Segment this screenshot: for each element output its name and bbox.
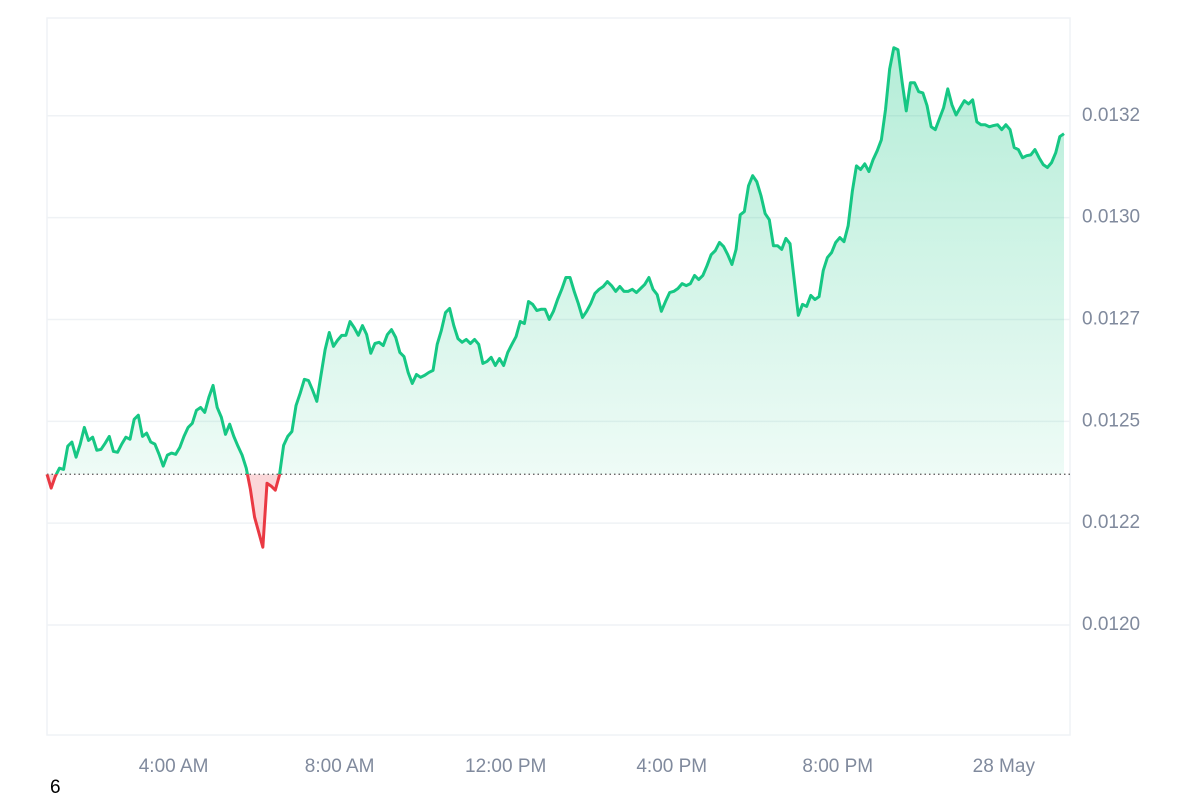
plot-frame [46, 17, 1071, 736]
x-tick-label: 12:00 PM [465, 756, 546, 777]
price-line [46, 46, 1065, 475]
x-tick-label: 8:00 AM [305, 756, 375, 777]
y-tick-label: 0.0130 [1082, 207, 1140, 228]
y-tick-label: 0.0132 [1082, 105, 1140, 126]
y-tick-label: 0.0125 [1082, 410, 1140, 431]
y-tick-label: 0.0120 [1082, 614, 1140, 635]
y-tick-label: 0.0127 [1082, 308, 1140, 329]
y-tick-label: 0.0122 [1082, 512, 1140, 533]
x-tick-label: 4:00 PM [636, 756, 707, 777]
x-tick-label: 8:00 PM [802, 756, 873, 777]
x-tick-label: 28 May [973, 756, 1036, 777]
area-above [47, 47, 1064, 475]
x-tick-label: 4:00 AM [139, 756, 209, 777]
footnote: 6 [50, 777, 61, 798]
